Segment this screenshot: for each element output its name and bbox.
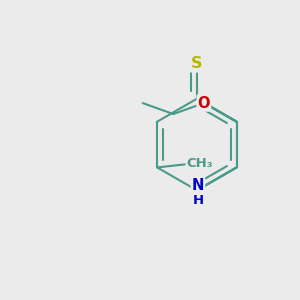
Text: H: H: [192, 194, 203, 207]
Text: O: O: [198, 96, 210, 111]
Text: N: N: [192, 178, 204, 194]
Text: CH₃: CH₃: [187, 157, 213, 169]
Text: S: S: [191, 56, 202, 71]
